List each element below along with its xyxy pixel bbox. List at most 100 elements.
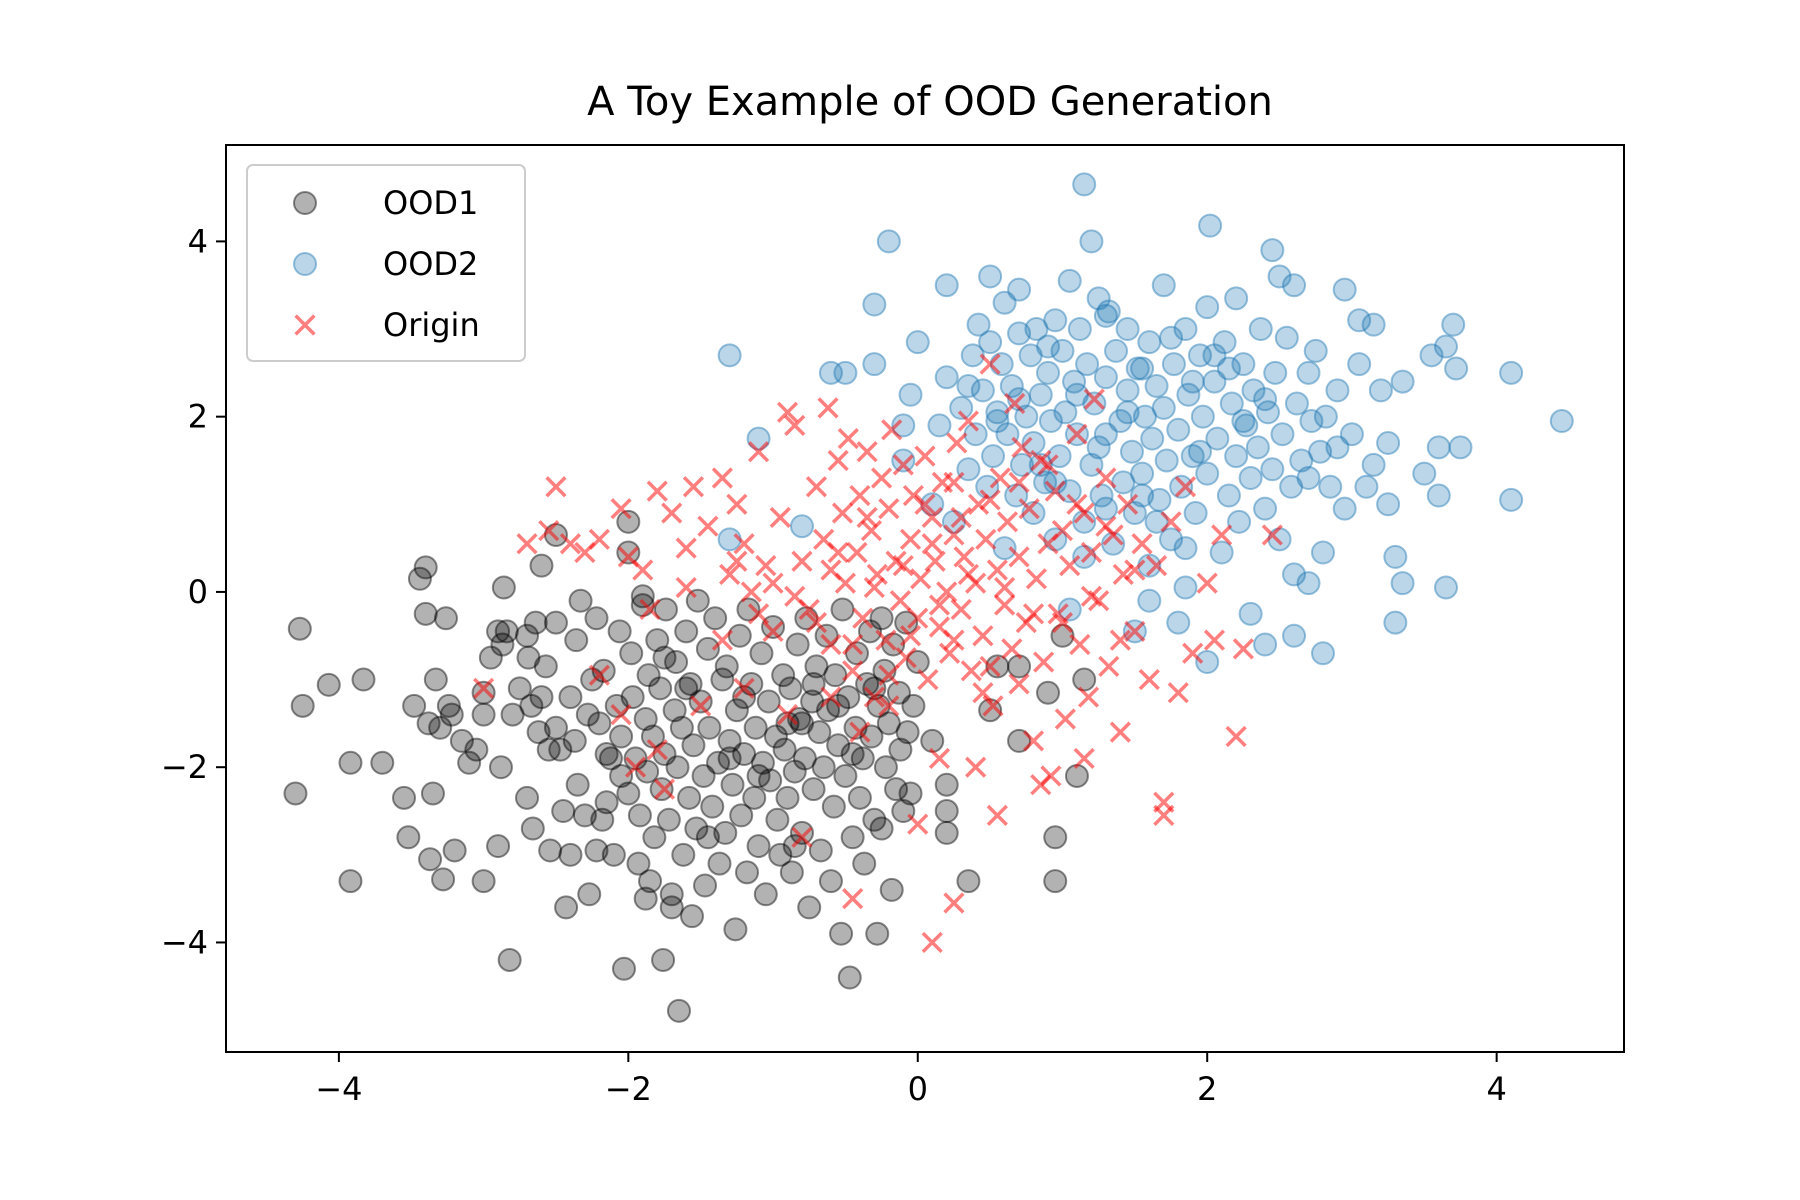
point-ood1 (680, 904, 704, 929)
point-origin (939, 642, 961, 664)
point-origin (943, 892, 965, 914)
point-ood1 (873, 755, 898, 780)
point-ood1 (801, 671, 826, 696)
point-ood1 (865, 921, 890, 946)
point-origin (892, 454, 914, 476)
point-origin (733, 677, 755, 699)
point-ood2 (1067, 317, 1092, 342)
point-ood2 (1075, 352, 1100, 377)
point-ood2 (891, 448, 916, 473)
point-origin (646, 739, 668, 761)
point-ood2 (1332, 496, 1357, 521)
point-origin (559, 533, 582, 555)
point-origin (1022, 603, 1045, 625)
point-origin (921, 931, 943, 954)
point-ood1 (807, 720, 832, 745)
legend: OOD1 OOD2 Origin (246, 164, 526, 362)
point-origin (946, 432, 968, 454)
point-ood1 (587, 711, 612, 736)
point-ood2 (1057, 479, 1082, 504)
point-ood1 (607, 619, 632, 644)
point-ood1 (743, 715, 768, 740)
point-ood2 (1282, 273, 1307, 298)
point-origin (842, 633, 864, 656)
point-origin (805, 612, 828, 634)
point-origin (994, 576, 1016, 599)
point-origin (747, 441, 770, 463)
point-origin (965, 756, 987, 778)
point-ood2 (978, 264, 1003, 289)
point-ood1 (609, 763, 634, 788)
point-ood1 (515, 785, 540, 810)
point-ood2 (1169, 474, 1194, 499)
point-ood1 (736, 597, 761, 622)
point-ood2 (1187, 439, 1212, 464)
point-origin (846, 541, 868, 564)
point-origin (1080, 585, 1103, 607)
point-origin (661, 502, 683, 524)
point-ood1 (507, 676, 532, 701)
point-ood1 (635, 759, 660, 784)
point-ood2 (898, 382, 923, 407)
point-ood1 (488, 755, 513, 780)
point-ood1 (792, 746, 817, 771)
point-ood1 (494, 619, 519, 644)
point-origin (852, 607, 874, 629)
point-ood2 (985, 409, 1010, 434)
point-ood1 (789, 711, 814, 736)
point-origin (632, 559, 654, 581)
x-tick-label: 2 (1197, 1070, 1217, 1108)
point-origin (1225, 725, 1247, 748)
point-origin (881, 419, 903, 441)
point-ood1 (572, 803, 597, 828)
point-ood1 (543, 715, 568, 740)
point-ood2 (1318, 474, 1343, 499)
point-ood2 (1115, 400, 1140, 425)
point-ood1 (666, 998, 691, 1023)
point-ood1 (850, 746, 875, 771)
point-ood2 (1376, 492, 1401, 517)
point-ood2 (1064, 382, 1089, 407)
point-ood1 (529, 553, 554, 578)
point-ood2 (1187, 343, 1212, 368)
point-ood1 (823, 663, 848, 688)
series-origin (473, 353, 1283, 954)
point-ood1 (785, 632, 810, 657)
point-ood1 (471, 702, 496, 727)
point-ood2 (992, 290, 1017, 315)
point-origin (1073, 747, 1095, 770)
point-ood2 (1224, 444, 1249, 469)
legend-label-ood1: OOD1 (383, 184, 478, 222)
point-origin (1145, 555, 1168, 577)
point-ood1 (710, 667, 735, 692)
point-ood1 (519, 693, 544, 718)
point-ood1 (847, 785, 872, 810)
point-ood2 (966, 312, 991, 337)
point-ood2 (1499, 487, 1524, 512)
point-ood1 (811, 755, 836, 780)
point-ood1 (787, 706, 812, 731)
point-ood1 (723, 917, 748, 942)
point-origin (719, 563, 741, 585)
point-ood1 (1036, 680, 1061, 705)
point-origin (902, 484, 925, 507)
point-ood2 (1009, 452, 1034, 477)
point-ood1 (538, 838, 563, 863)
point-ood2 (1299, 409, 1324, 434)
point-ood1 (1043, 869, 1068, 894)
point-origin (842, 888, 864, 910)
point-origin (1153, 791, 1175, 813)
point-ood2 (1050, 338, 1075, 363)
point-origin (762, 572, 784, 594)
point-origin (755, 555, 777, 577)
point-ood2 (1209, 540, 1234, 565)
point-ood2 (833, 360, 858, 385)
point-ood1 (609, 724, 634, 749)
point-ood1 (830, 597, 855, 622)
point-origin (747, 603, 770, 625)
point-ood2 (1412, 461, 1437, 486)
point-ood2 (1308, 439, 1333, 464)
chart-title: A Toy Example of OOD Generation (587, 79, 1273, 125)
point-ood1 (562, 728, 587, 753)
point-origin (967, 493, 990, 515)
